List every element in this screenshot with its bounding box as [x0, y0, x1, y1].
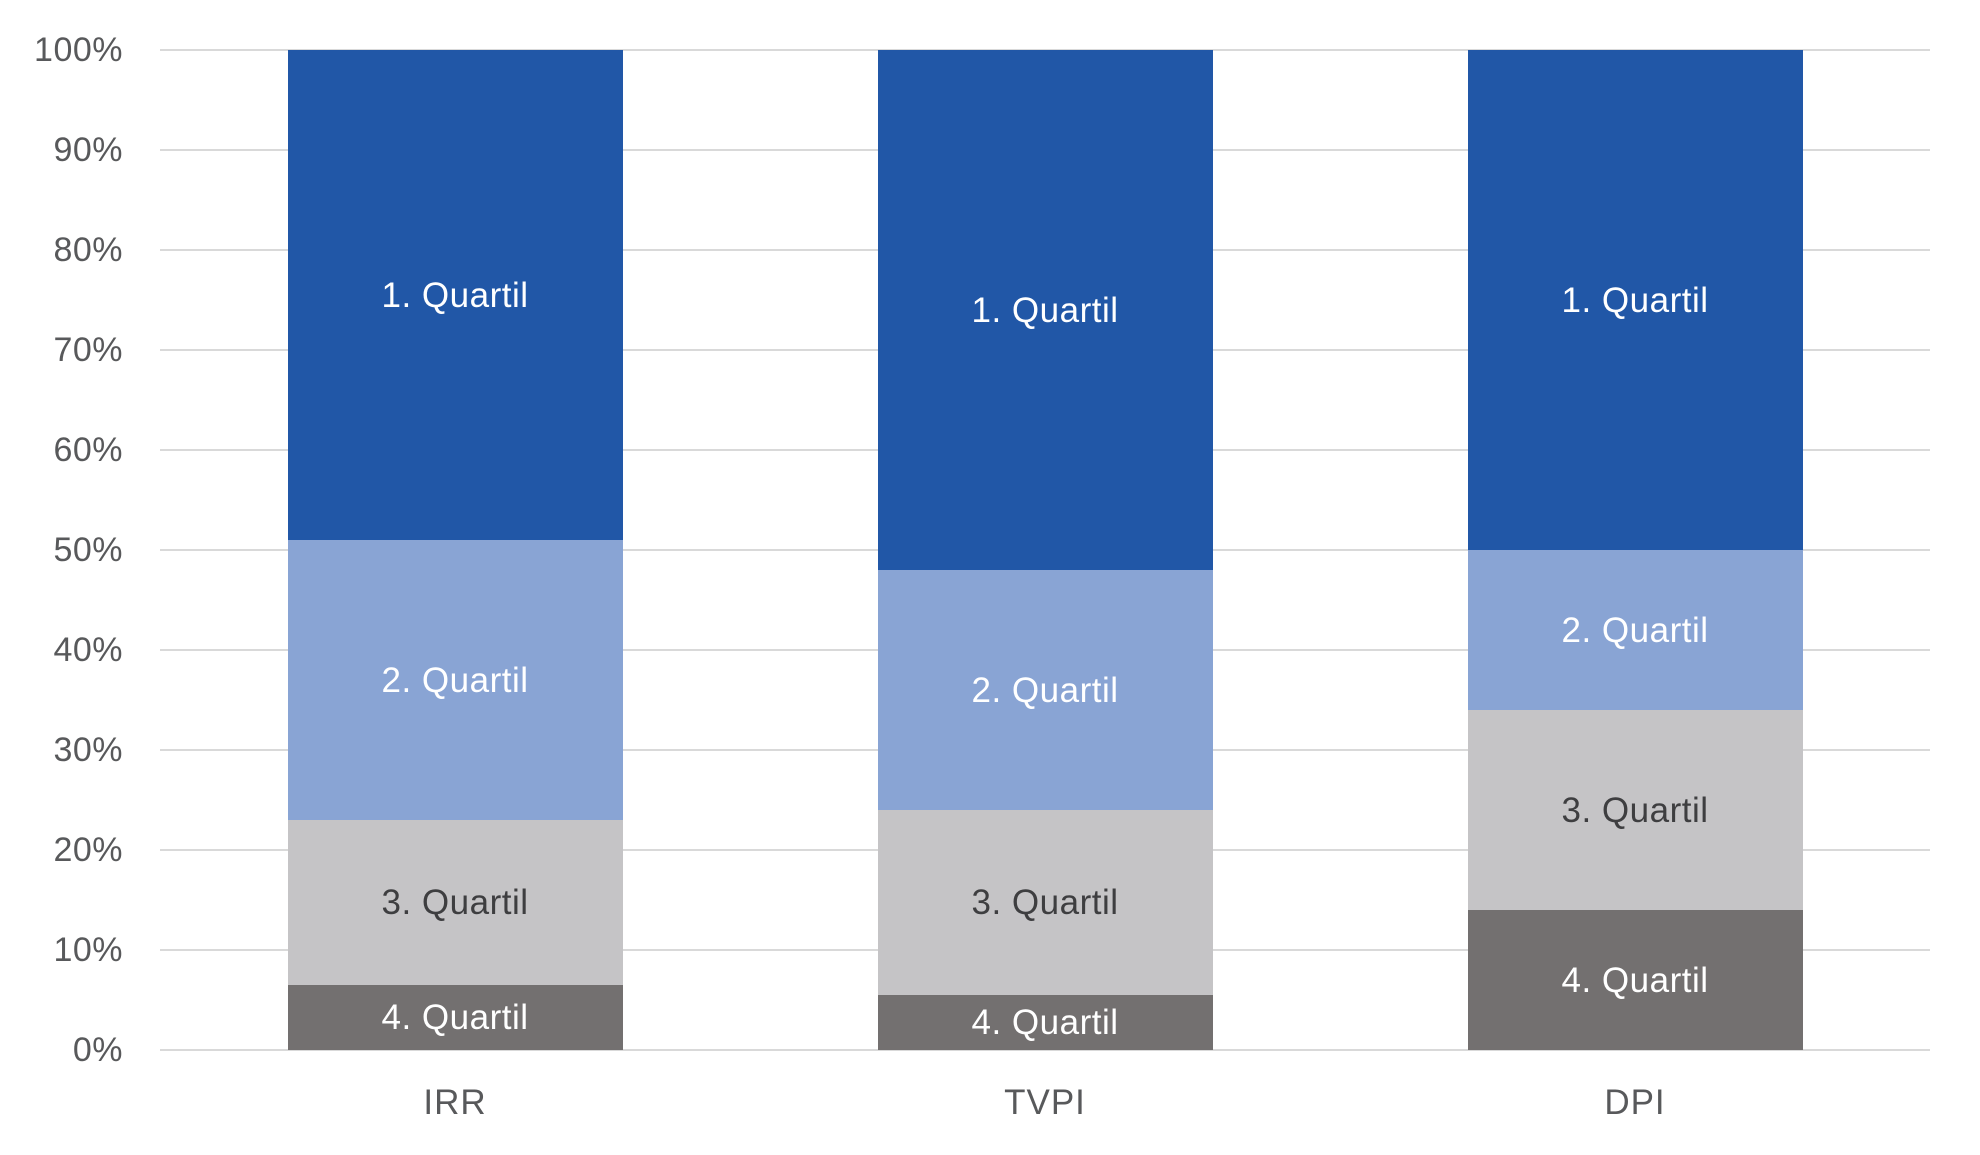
x-axis: IRR TVPI DPI — [160, 1050, 1930, 1155]
bar-segment-dpi-quartil-1: 1. Quartil — [1467, 50, 1803, 550]
bar-segment-label: 1. Quartil — [1561, 280, 1709, 320]
bar-segment-tvpi-quartil-4: 4. Quartil — [877, 995, 1213, 1050]
bar-dpi: 1. Quartil 2. Quartil 3. Quartil 4. Quartil — [1467, 50, 1803, 1050]
bar-segment-label: 4. Quartil — [381, 998, 529, 1037]
x-axis-label-irr: IRR — [423, 1082, 487, 1122]
bar-segment-label: 1. Quartil — [971, 290, 1119, 330]
y-tick-label: 60% — [53, 431, 123, 469]
bar-segment-label: 2. Quartil — [971, 670, 1119, 710]
bar-segment-label: 3. Quartil — [381, 883, 529, 922]
bar-segment-irr-quartil-1: 1. Quartil — [287, 50, 623, 540]
y-axis: 0% 10% 20% 30% 40% 50% 60% 70% 80% 90% 100% — [0, 33, 123, 1067]
y-tick-label: 70% — [53, 331, 123, 369]
y-tick-label: 50% — [53, 531, 123, 569]
bar-segment-dpi-quartil-2: 2. Quartil — [1467, 550, 1803, 710]
bar-segment-label: 1. Quartil — [381, 275, 529, 315]
bar-slot-dpi: 1. Quartil 2. Quartil 3. Quartil 4. Quartil — [1340, 50, 1930, 1050]
bar-segment-irr-quartil-3: 3. Quartil — [287, 820, 623, 985]
plot-area: 1. Quartil 2. Quartil 3. Quartil 4. Quartil… — [160, 49, 1930, 1051]
bar-tvpi: 1. Quartil 2. Quartil 3. Quartil 4. Quartil — [877, 50, 1213, 1050]
bar-segment-label: 4. Quartil — [971, 1003, 1119, 1042]
bar-segment-tvpi-quartil-3: 3. Quartil — [877, 810, 1213, 995]
bar-irr: 1. Quartil 2. Quartil 3. Quartil 4. Quartil — [287, 50, 623, 1050]
y-tick-label: 30% — [53, 731, 123, 769]
y-tick-label: 0% — [72, 1031, 123, 1069]
x-axis-label-dpi: DPI — [1604, 1082, 1666, 1122]
bar-segment-label: 3. Quartil — [1561, 790, 1709, 830]
y-tick-label: 80% — [53, 231, 123, 269]
y-tick-label: 100% — [34, 31, 123, 69]
bar-segment-irr-quartil-4: 4. Quartil — [287, 985, 623, 1050]
bar-segment-tvpi-quartil-1: 1. Quartil — [877, 50, 1213, 570]
bar-slot-tvpi: 1. Quartil 2. Quartil 3. Quartil 4. Quartil — [750, 50, 1340, 1050]
bar-segment-irr-quartil-2: 2. Quartil — [287, 540, 623, 820]
y-tick-label: 40% — [53, 631, 123, 669]
bar-segment-tvpi-quartil-2: 2. Quartil — [877, 570, 1213, 810]
bar-segment-label: 2. Quartil — [1561, 610, 1709, 650]
bar-segment-dpi-quartil-4: 4. Quartil — [1467, 910, 1803, 1050]
y-tick-label: 10% — [53, 931, 123, 969]
x-axis-label-tvpi: TVPI — [1004, 1082, 1086, 1122]
gridline — [160, 1049, 1930, 1051]
bar-segment-dpi-quartil-3: 3. Quartil — [1467, 710, 1803, 910]
y-tick-label: 20% — [53, 831, 123, 869]
bars-layer: 1. Quartil 2. Quartil 3. Quartil 4. Quartil… — [160, 50, 1930, 1050]
bar-slot-irr: 1. Quartil 2. Quartil 3. Quartil 4. Quartil — [160, 50, 750, 1050]
y-tick-label: 90% — [53, 131, 123, 169]
bar-segment-label: 3. Quartil — [971, 883, 1119, 922]
bar-segment-label: 4. Quartil — [1561, 960, 1709, 1000]
bar-segment-label: 2. Quartil — [381, 660, 529, 700]
